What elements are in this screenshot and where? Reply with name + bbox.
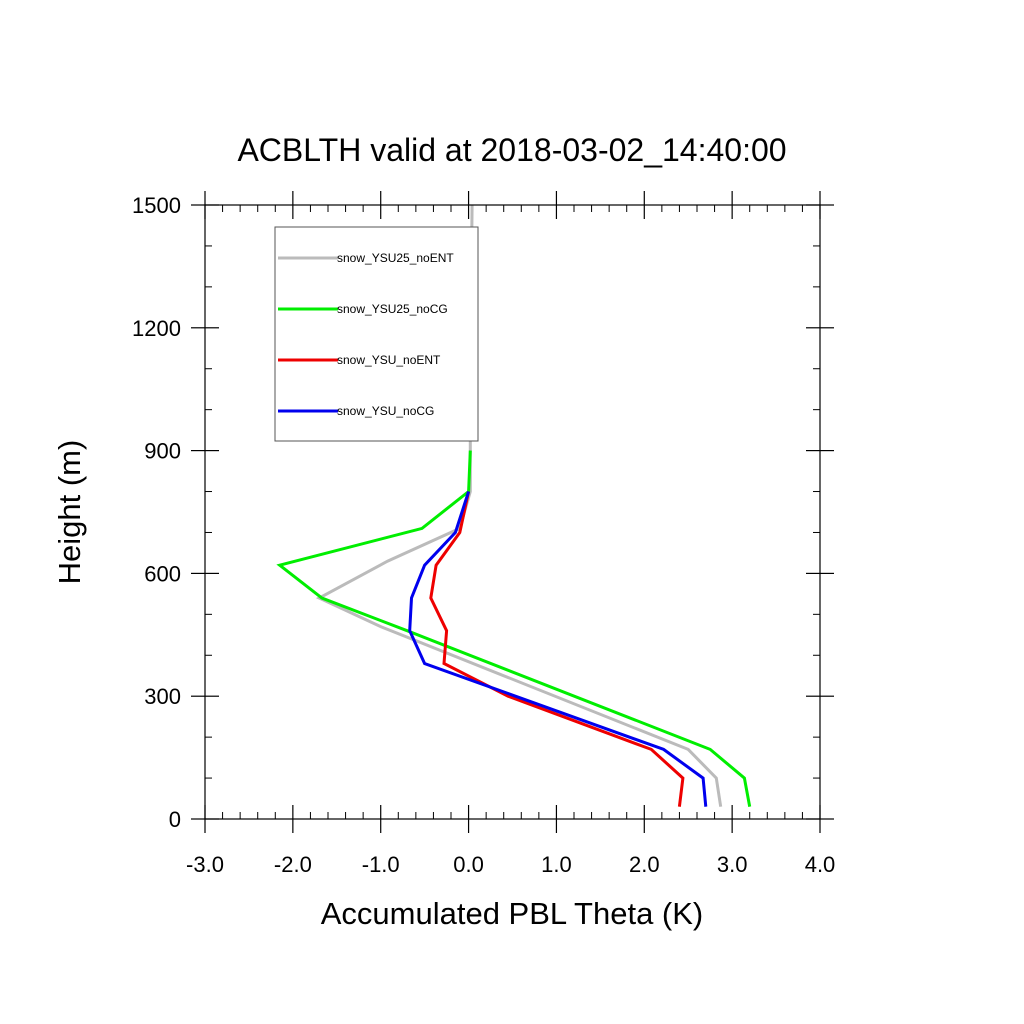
- y-tick-label: 1500: [132, 193, 181, 218]
- legend: snow_YSU25_noENT snow_YSU25_noCG snow_YSU_…: [274, 226, 479, 442]
- x-tick-label: -3.0: [186, 852, 224, 877]
- x-tick-label: 4.0: [805, 852, 836, 877]
- chart-title: ACBLTH valid at 2018-03-02_14:40:00: [237, 132, 786, 168]
- x-axis-title: Accumulated PBL Theta (K): [321, 896, 704, 931]
- series-line-snow_YSU_noENT: [429, 491, 685, 807]
- legend-label: snow_YSU_noCG: [337, 404, 434, 418]
- x-tick-label: -2.0: [274, 852, 312, 877]
- series-line-snow_YSU_noCG: [408, 491, 708, 807]
- x-tick-label: 2.0: [629, 852, 660, 877]
- legend-label: snow_YSU25_noCG: [337, 302, 448, 316]
- y-tick-label: 300: [144, 684, 181, 709]
- x-tick-label: 1.0: [541, 852, 572, 877]
- series-line-snow_YSU25_noCG: [276, 450, 752, 807]
- x-tick-label: 3.0: [717, 852, 748, 877]
- legend-box: [274, 226, 479, 442]
- y-tick-label: 600: [144, 561, 181, 586]
- plot-frame: [204, 204, 821, 820]
- y-tick-label: 900: [144, 439, 181, 464]
- x-tick-label: -1.0: [362, 852, 400, 877]
- y-tick-label: 1200: [132, 316, 181, 341]
- legend-label: snow_YSU25_noENT: [337, 251, 454, 265]
- y-axis: 0 300 600 900 1200 1500: [132, 193, 834, 832]
- x-axis: -3.0 -2.0 -1.0 0.0 1.0 2.0 3.0 4.0: [186, 191, 835, 877]
- legend-label: snow_YSU_noENT: [337, 353, 441, 367]
- y-tick-label: 0: [169, 807, 181, 832]
- x-tick-label: 0.0: [453, 852, 484, 877]
- y-axis-title: Height (m): [52, 440, 87, 585]
